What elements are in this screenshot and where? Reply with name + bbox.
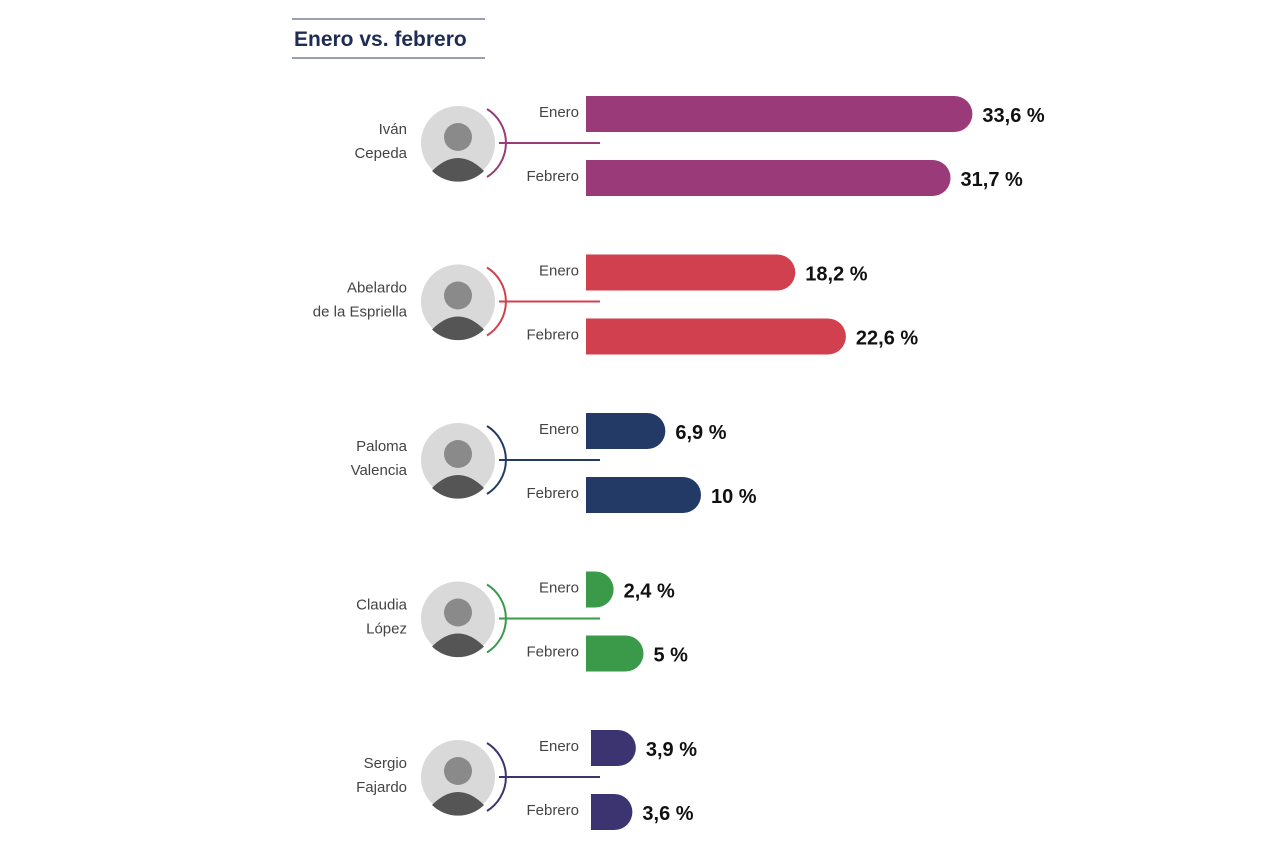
month-label: Febrero [526,485,579,502]
month-label: Febrero [526,168,579,185]
value-label: 3,6 % [642,803,693,825]
month-label: Febrero [526,802,579,819]
candidate-name: Fajardo [356,779,407,796]
candidate-group: Paloma Valencia Enero 6,9 % Febrero 10 % [351,413,757,513]
chart-title: Enero vs. febrero [294,28,467,51]
candidate-name: Iván [379,121,407,138]
value-label: 31,7 % [961,169,1023,191]
bar-febrero [586,635,644,672]
candidate-name: Claudia [356,597,408,614]
value-label: 3,9 % [646,739,697,761]
candidate-name: Sergio [364,755,407,772]
candidate-name: Abelardo [347,280,407,297]
candidate-name: López [366,621,407,638]
value-label: 18,2 % [805,264,867,286]
bar-febrero [586,477,701,513]
bar-enero [586,413,666,449]
month-label: Febrero [526,327,579,344]
photo-head-icon [444,440,472,468]
value-label: 5 % [654,645,689,667]
photo-shoulders-icon [432,792,484,816]
photo-head-icon [444,123,472,151]
month-label: Enero [539,104,579,121]
candidate-name: Paloma [356,438,408,455]
photo-head-icon [444,757,472,785]
photo-shoulders-icon [432,316,484,341]
photo-head-icon [444,281,472,310]
month-label: Enero [539,263,579,280]
month-label: Febrero [526,644,579,661]
bar-enero [586,254,796,291]
bar-febrero [591,794,633,830]
value-label: 10 % [711,486,757,508]
bar-enero [591,730,636,766]
candidate-name: Cepeda [354,145,407,162]
candidate-group: Sergio Fajardo Enero 3,9 % Febrero 3,6 % [356,730,697,830]
value-label: 33,6 % [982,105,1044,127]
candidate-group: Claudia López Enero 2,4 % Febrero 5 % [356,571,689,672]
month-label: Enero [539,738,579,755]
bar-febrero [586,160,951,196]
bar-enero [586,96,973,132]
photo-shoulders-icon [432,633,484,658]
value-label: 22,6 % [856,328,918,350]
bar-febrero [586,318,846,355]
photo-shoulders-icon [432,158,484,182]
photo-shoulders-icon [432,475,484,499]
month-label: Enero [539,580,579,597]
candidate-group: Abelardo de la Espriella Enero 18,2 % Febrer… [313,254,918,355]
value-label: 6,9 % [675,422,726,444]
bar-enero [586,571,614,608]
month-label: Enero [539,421,579,438]
candidate-group: Iván Cepeda Enero 33,6 % Febrero 31,7 % [354,96,1045,196]
candidate-name: Valencia [351,462,408,479]
candidate-name: de la Espriella [313,304,408,321]
value-label: 2,4 % [624,581,675,603]
photo-head-icon [444,598,472,627]
